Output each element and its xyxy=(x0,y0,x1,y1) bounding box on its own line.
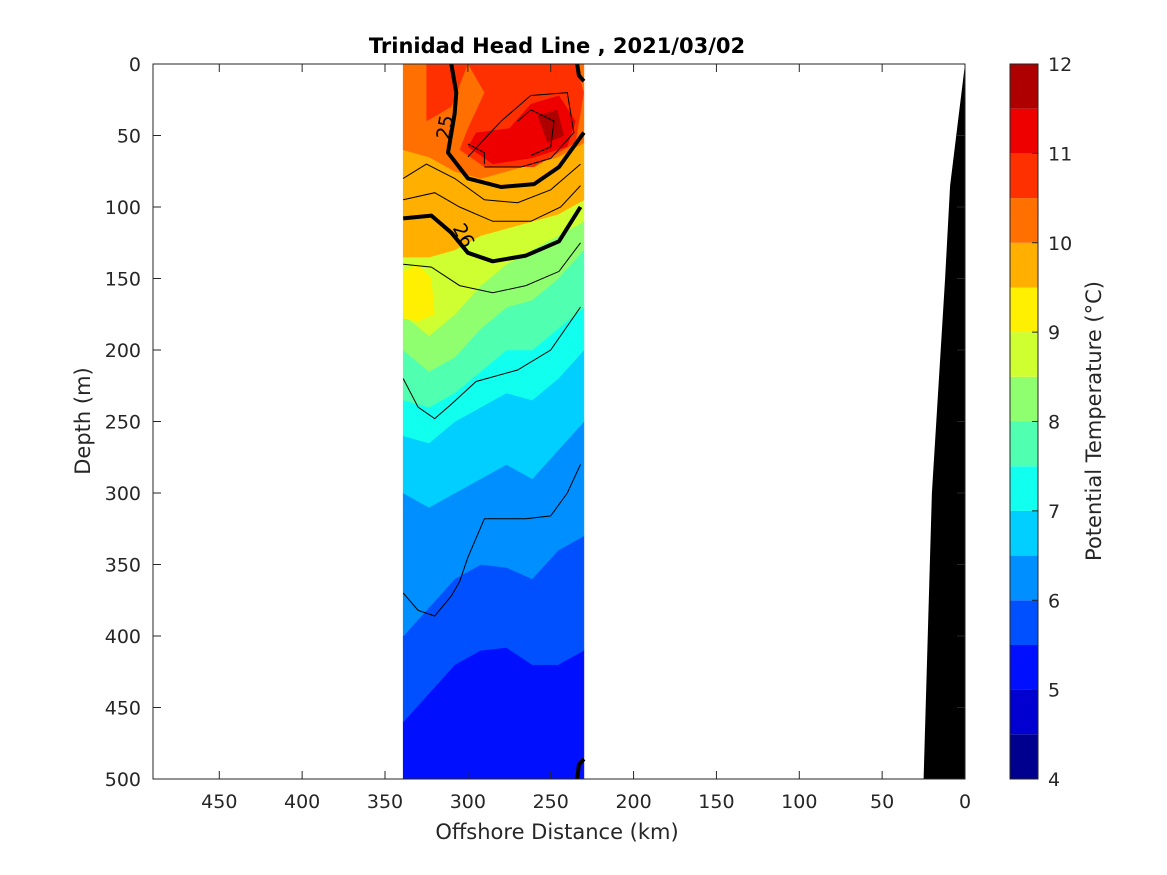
contour-label-25: 25 xyxy=(432,113,458,141)
x-tick-label: 450 xyxy=(201,791,237,813)
colorbar: 4 5 6 7 8 9 10 11 12 xyxy=(1009,54,1072,791)
colorbar-swatch xyxy=(1010,242,1038,288)
bathymetry-shape xyxy=(923,64,965,779)
colorbar-tick-label: 5 xyxy=(1048,680,1060,702)
bathymetry xyxy=(923,64,965,779)
colorbar-swatch xyxy=(1010,689,1038,735)
isopycnal-3 xyxy=(575,757,586,779)
x-tick-label: 250 xyxy=(533,791,569,813)
x-tick-label: 350 xyxy=(367,791,403,813)
colorbar-swatch xyxy=(1010,600,1038,645)
y-tick-label: 400 xyxy=(105,626,141,648)
y-tick-label: 250 xyxy=(105,412,141,434)
colorbar-swatch xyxy=(1010,198,1038,243)
colorbar-tick-label: 11 xyxy=(1048,143,1072,165)
y-tick-label: 350 xyxy=(105,555,141,577)
colorbar-title: Potential Temperature (°C) xyxy=(1082,281,1106,561)
x-tick-label: 50 xyxy=(870,791,894,813)
y-tick-label: 100 xyxy=(105,197,141,219)
colorbar-tick-label: 12 xyxy=(1048,54,1072,76)
x-axis: 450 400 350 300 250 200 150 100 50 0 xyxy=(201,64,971,813)
colorbar-swatch xyxy=(1010,287,1038,333)
y-tick-label: 150 xyxy=(105,269,141,291)
colorbar-swatch xyxy=(1010,421,1038,467)
warm-patch-subsurface xyxy=(403,264,435,322)
y-tick-label: 500 xyxy=(105,769,141,791)
y-tick-label: 50 xyxy=(117,126,141,148)
warm-core xyxy=(403,64,584,322)
colorbar-swatch xyxy=(1010,332,1038,377)
thin-contour-3 xyxy=(402,306,581,420)
x-tick-label: 300 xyxy=(450,791,486,813)
y-tick-label: 0 xyxy=(129,54,141,76)
y-axis-title: Depth (m) xyxy=(71,367,95,474)
isopycnal-0 xyxy=(446,64,586,189)
x-tick-label: 200 xyxy=(615,791,651,813)
colorbar-tick-label: 10 xyxy=(1048,233,1072,255)
x-tick-label: 100 xyxy=(781,791,817,813)
colorbar-swatch xyxy=(1010,510,1038,556)
chart-title: Trinidad Head Line , 2021/03/02 xyxy=(369,34,745,58)
colorbar-swatch xyxy=(1010,734,1038,779)
colorbar-swatch xyxy=(1010,64,1038,109)
colorbar-tick-label: 4 xyxy=(1048,769,1060,791)
colorbar-swatch xyxy=(1010,644,1038,690)
y-tick-label: 300 xyxy=(105,483,141,505)
x-axis-title: Offshore Distance (km) xyxy=(435,820,678,844)
colorbar-swatch xyxy=(1010,376,1038,422)
thin-contour-2 xyxy=(403,242,581,294)
colorbar-tick-label: 7 xyxy=(1048,501,1060,523)
x-tick-label: 400 xyxy=(284,791,320,813)
thin-contour-5 xyxy=(467,143,485,165)
colorbar-tick-label: 9 xyxy=(1048,322,1060,344)
temperature-field xyxy=(402,64,585,779)
colorbar-tick-label: 8 xyxy=(1048,412,1060,434)
thin-contour-7 xyxy=(467,92,575,168)
y-tick-label: 450 xyxy=(105,698,141,720)
colorbar-swatch xyxy=(1010,466,1038,511)
colorbar-tick-label: 6 xyxy=(1048,590,1060,612)
x-tick-label: 0 xyxy=(959,791,971,813)
warm-core-2 xyxy=(537,109,564,143)
x-tick-label: 150 xyxy=(698,791,734,813)
y-tick-label: 200 xyxy=(105,340,141,362)
colorbar-swatch xyxy=(1010,153,1038,199)
thin-contour-1 xyxy=(403,185,581,222)
colorbar-swatch xyxy=(1010,555,1038,601)
thin-contour-6 xyxy=(517,109,555,156)
y-axis: 0 50 100 150 200 250 300 350 400 450 500 xyxy=(105,54,965,791)
thin-contour-0 xyxy=(402,163,581,204)
thin-contour-4 xyxy=(402,464,581,617)
isopycnal-2 xyxy=(575,64,586,83)
colorbar-swatch xyxy=(1010,108,1038,154)
isopycnal-1 xyxy=(403,205,583,264)
